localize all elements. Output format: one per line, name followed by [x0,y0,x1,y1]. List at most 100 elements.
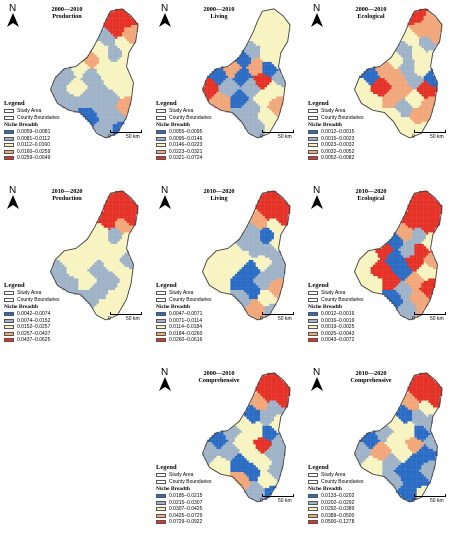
legend-study-area: Study Area [4,108,84,115]
county-20 [87,260,109,281]
class-range: 0.0307–0.0425 [169,506,203,513]
county-16 [271,432,286,452]
class-range: 0.0437–0.0625 [17,337,51,344]
class-swatch [4,325,14,330]
county-boundary-swatch [156,115,166,120]
county-boundary-swatch [156,297,166,302]
county-8 [260,227,275,245]
legend-class-row: 0.0012–0.0015 [308,129,388,136]
map-panel: N 2010—2020 Comprehensive Legend Study Area C… [306,366,456,548]
class-range: 0.0425–0.0729 [169,512,203,519]
class-range: 0.0043–0.0072 [321,337,355,344]
county-18 [202,78,219,102]
class-range: 0.0042–0.0074 [17,311,51,318]
legend-title: Legend [156,282,177,289]
legend-class-row: 0.0114–0.0184 [156,324,236,331]
legend-study-area: Study Area [156,472,236,479]
county-1 [407,190,429,208]
county-12 [94,57,111,76]
scale-distance: 50 km [430,316,444,322]
panel-title: 2010—2020 Production [32,188,102,202]
county-17 [253,437,272,454]
county-19 [218,78,240,97]
legend: Legend Study Area County Boundaries Niche B… [4,100,84,162]
county-22 [230,89,249,109]
study-area-label: Study Area [17,290,42,297]
scale-bar: 0 50 km [410,494,454,508]
county-11 [375,243,394,261]
map-panel: N 2000—2010 Production Legend Study Area Coun… [2,2,152,184]
scale-bar: 0 50 km [258,312,302,326]
class-range: 0.0023–0.0032 [321,142,355,149]
north-arrow-icon: N [310,368,328,394]
study-area-outline [354,8,443,139]
panel-title: 2000—2010 Living [184,6,254,20]
legend-class-row: 0.0081–0.0112 [4,136,84,143]
class-range: 0.0259–0.0649 [17,155,51,162]
county-boundary-swatch [4,297,14,302]
county-22 [382,271,401,291]
study-area-label: Study Area [17,108,42,115]
county-map [202,8,291,139]
north-arrow-icon: N [6,186,24,212]
county-7 [91,223,109,242]
north-letter: N [161,367,169,378]
county-8 [108,227,123,245]
county-22 [78,89,97,109]
county-26 [241,280,261,300]
legend-study-area: Study Area [308,290,388,297]
county-25 [115,278,132,300]
legend-class-row: 0.0260–0.0616 [156,337,236,344]
legend-class-row: 0.0259–0.0649 [4,155,84,162]
legend-county-boundaries: County Boundaries [4,115,84,122]
county-map [202,190,291,321]
legend: Legend Study Area County Boundaries Niche B… [308,100,388,162]
county-28 [382,471,404,491]
map-panel: N 2000—2010 Ecological Legend Study Area Coun… [306,2,456,184]
legend-title: Legend [156,464,177,471]
scale-distance: 50 km [126,134,140,140]
county-19 [370,78,392,97]
legend-title: Legend [4,282,25,289]
county-boundary-swatch [308,297,318,302]
county-6 [115,218,134,235]
county-4 [273,389,291,408]
class-range: 0.0081–0.0112 [17,135,50,142]
class-range: 0.0074–0.0152 [17,317,51,324]
county-25 [419,460,436,482]
study-area-swatch [156,109,166,114]
scale-distance: 50 km [430,134,444,140]
niche-breadth-heading: Niche Breadth [308,304,342,310]
arrow-icon [7,13,19,27]
county-12 [94,239,111,258]
class-swatch [308,500,318,505]
county-7 [395,405,413,424]
county-6 [267,400,286,417]
legend-class-row: 0.0112–0.0160 [4,142,84,149]
niche-breadth-heading: Niche Breadth [308,486,342,492]
county-23 [405,89,424,109]
legend-class-row: 0.0146–0.0223 [156,142,236,149]
county-27 [105,107,127,125]
study-area-label: Study Area [169,108,194,115]
county-7 [243,223,261,242]
map-panel: N 2010—2020 Living Legend Study Area County B… [154,184,304,366]
study-area-outline [354,372,443,503]
legend-class-row: 0.0059–0.0081 [4,129,84,136]
county-14 [359,430,381,450]
study-area-label: Study Area [321,290,346,297]
county-19 [66,78,88,97]
county-12 [246,239,263,258]
county-5 [96,209,116,231]
scale-bar: 0 50 km [258,130,302,144]
legend-study-area: Study Area [156,290,236,297]
class-swatch [156,338,166,343]
county-2 [269,11,291,28]
class-swatch [4,143,14,148]
county-25 [419,278,436,300]
county-7 [91,41,109,60]
legend: Legend Study Area County Boundaries Niche B… [156,100,236,162]
county-23 [253,89,272,109]
scale-bar: 0 50 km [258,494,302,508]
county-15 [232,68,254,88]
